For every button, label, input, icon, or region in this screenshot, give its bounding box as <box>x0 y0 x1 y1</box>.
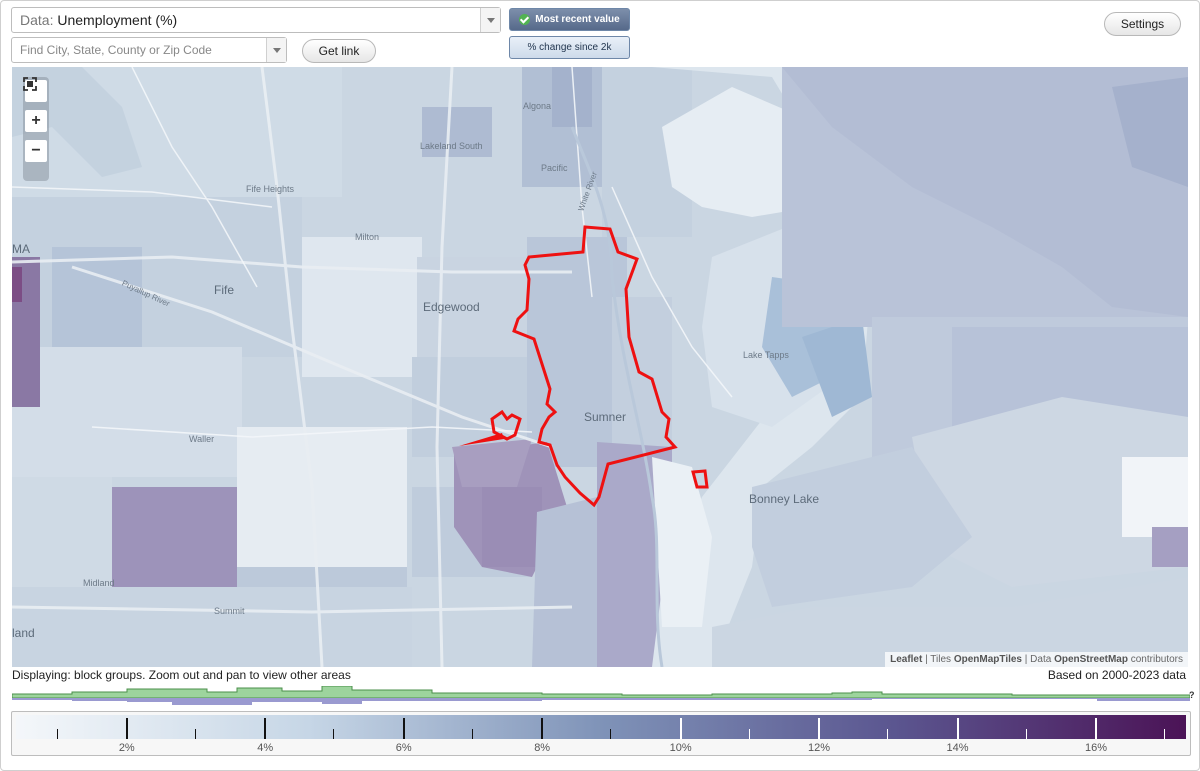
place-label-fife-heights: Fife Heights <box>246 184 295 194</box>
legend-major-tick <box>402 718 405 739</box>
place-label-sumner: Sumner <box>584 410 627 424</box>
openstreetmap-link[interactable]: OpenStreetMap <box>1054 654 1128 665</box>
legend-minor-tick <box>56 729 58 739</box>
place-label-milton: Milton <box>355 232 380 242</box>
place-label-algona: Algona <box>523 101 552 111</box>
legend-tick-label: 12% <box>808 742 831 754</box>
legend-minor-tick <box>333 729 335 739</box>
place-label-lake-tapps: Lake Tapps <box>743 350 789 360</box>
place-label-tacoma-partial: MA <box>12 242 30 256</box>
place-label-bonney-lake: Bonney Lake <box>749 492 820 506</box>
help-icon[interactable]: ? <box>1189 690 1195 700</box>
leaflet-link[interactable]: Leaflet <box>890 654 923 665</box>
check-icon <box>519 14 531 25</box>
legend-tick-label: 2% <box>118 742 135 754</box>
legend-minor-tick <box>887 729 889 739</box>
legend-tick-label: 8% <box>534 742 551 754</box>
zoom-out-button[interactable]: − <box>25 140 47 162</box>
legend-major-tick <box>125 718 128 739</box>
place-label-fife: Fife <box>214 283 235 297</box>
map-view[interactable]: Algona Lakeland South Pacific White Rive… <box>12 67 1188 667</box>
legend-minor-tick <box>1164 729 1166 739</box>
legend-major-tick <box>679 718 682 739</box>
place-label-pacific: Pacific <box>541 163 568 173</box>
search-box <box>11 37 287 63</box>
openmaptiles-link[interactable]: OpenMapTiles <box>953 654 1022 665</box>
legend-minor-tick <box>748 729 750 739</box>
displaying-text: Displaying: block groups. Zoom out and p… <box>12 668 351 682</box>
legend-major-tick <box>264 718 267 739</box>
place-label-lakeland-south: Lakeland South <box>420 141 483 151</box>
place-label-partial-land: land <box>12 626 35 640</box>
place-label-waller: Waller <box>189 434 215 444</box>
place-label-midland: Midland <box>83 578 115 588</box>
based-on-text: Based on 2000-2023 data <box>1047 668 1186 682</box>
place-label-edgewood: Edgewood <box>423 300 480 314</box>
legend-gradient <box>16 715 1186 739</box>
legend-tick-label: 6% <box>395 742 412 754</box>
place-label-summit: Summit <box>214 606 245 616</box>
chevron-down-icon[interactable] <box>480 8 500 32</box>
settings-button[interactable]: Settings <box>1104 12 1181 36</box>
choropleth-layer <box>12 67 1188 667</box>
zoom-controls: + − <box>23 77 49 181</box>
legend-tick-label: 14% <box>946 742 969 754</box>
search-dropdown-icon[interactable] <box>266 38 286 62</box>
distribution-histogram <box>12 686 1190 705</box>
legend-major-tick <box>1095 718 1097 739</box>
legend-minor-tick <box>471 729 473 739</box>
zoom-in-button[interactable]: + <box>25 110 47 132</box>
fullscreen-icon[interactable] <box>23 77 47 102</box>
data-select[interactable]: Data: Unemployment (%) <box>11 7 501 33</box>
legend-minor-tick <box>610 729 612 739</box>
map-attribution: Leaflet | Tiles OpenMapTiles | Data Open… <box>885 652 1188 667</box>
most-recent-value-button[interactable]: Most recent value <box>509 8 630 31</box>
legend-major-tick <box>541 718 544 739</box>
get-link-button[interactable]: Get link <box>302 39 376 63</box>
search-input[interactable] <box>12 38 266 62</box>
data-select-value: Unemployment (%) <box>57 12 178 28</box>
color-legend: 2% 4% 6% 8% 10% 12% 14% 16% <box>11 711 1191 756</box>
legend-major-tick <box>818 718 821 739</box>
legend-tick-label: 10% <box>669 742 692 754</box>
data-select-label: Data: <box>20 12 54 28</box>
legend-minor-tick <box>195 729 196 739</box>
legend-major-tick <box>956 718 959 739</box>
pct-change-button[interactable]: % change since 2k <box>509 36 630 59</box>
legend-minor-tick <box>1025 729 1027 739</box>
legend-tick-label: 4% <box>257 742 274 754</box>
most-recent-value-label: Most recent value <box>535 14 620 25</box>
legend-tick-label: 16% <box>1084 742 1108 754</box>
